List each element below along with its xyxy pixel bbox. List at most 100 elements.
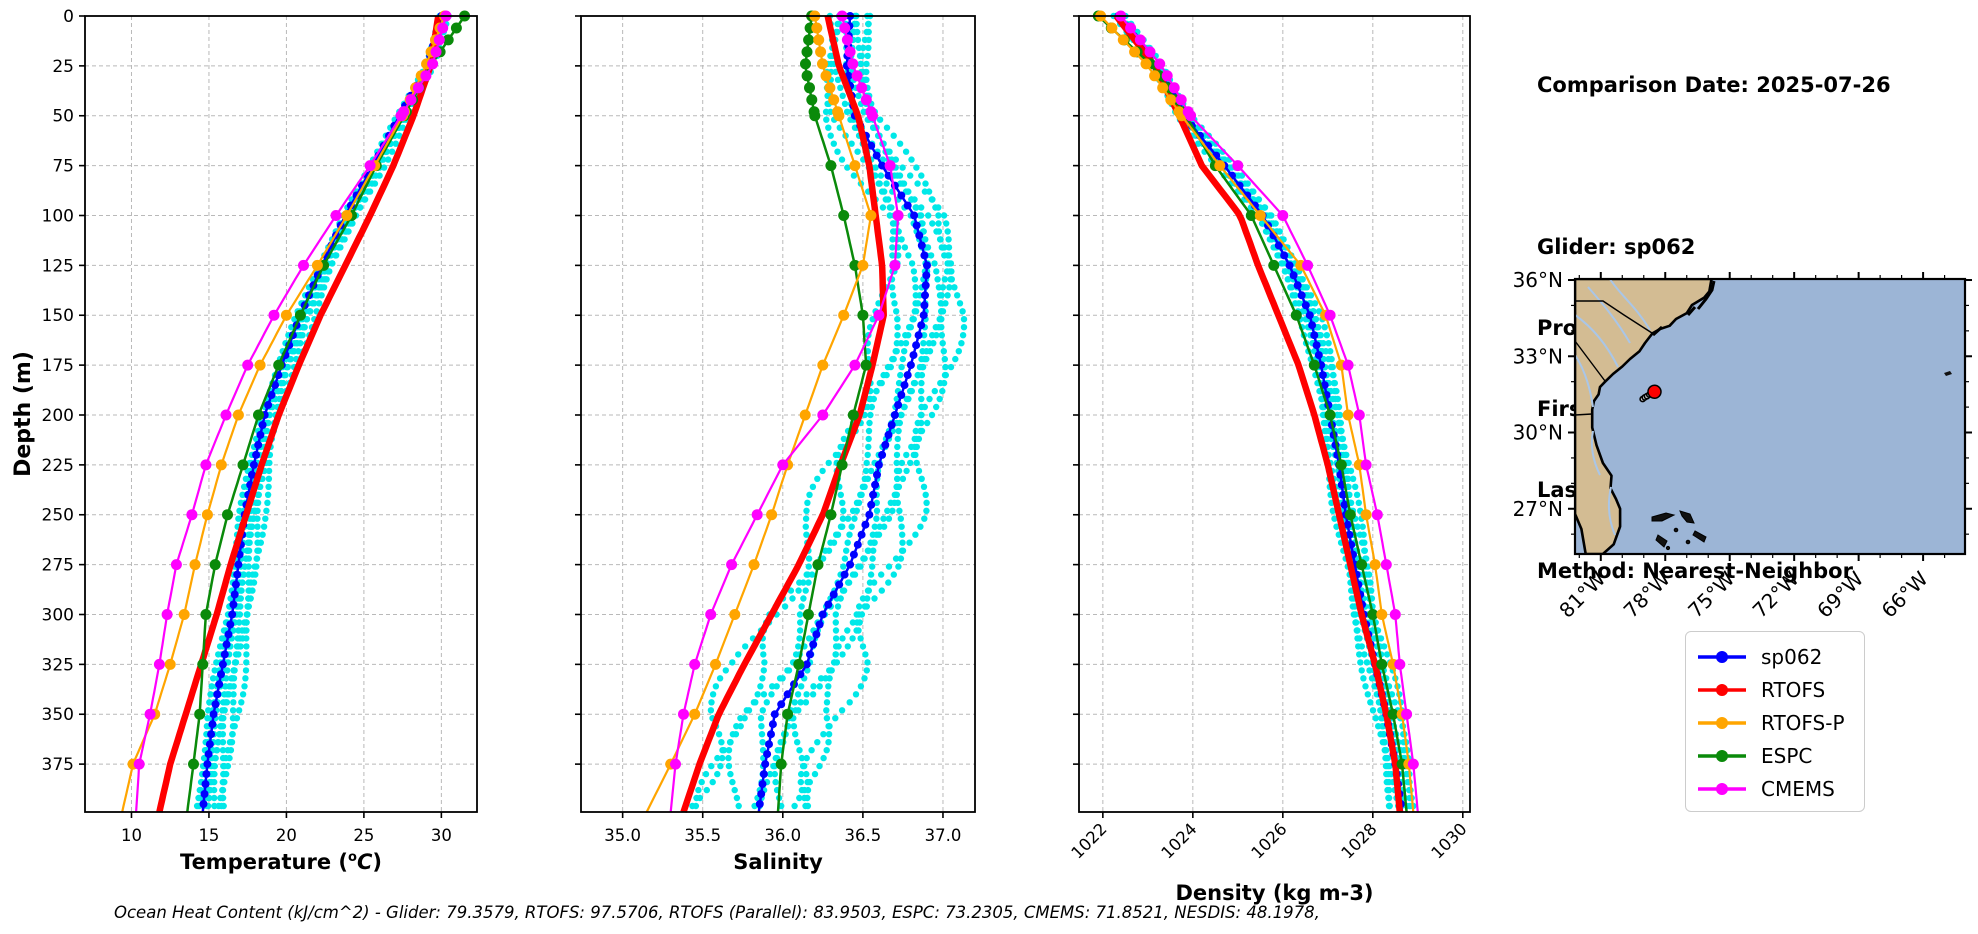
glider-scatter-dot xyxy=(1369,707,1377,714)
glider-scatter-dot xyxy=(889,252,896,259)
glider-scatter-dot xyxy=(905,252,912,259)
glider-scatter-dot xyxy=(918,395,925,403)
marker xyxy=(256,430,265,439)
legend: sp062 RTOFS RTOFS-P ESPC CMEMS xyxy=(1685,631,1865,812)
marker xyxy=(144,708,156,720)
glider-scatter-dot xyxy=(1261,204,1268,211)
glider-scatter-dot xyxy=(1403,770,1410,778)
marker xyxy=(849,160,861,172)
glider-scatter-dot xyxy=(385,156,392,163)
glider-scatter-dot xyxy=(743,707,750,714)
marker xyxy=(1389,609,1401,620)
glider-scatter-dot xyxy=(1320,340,1327,347)
glider-scatter-dot xyxy=(224,747,231,754)
marker xyxy=(201,509,213,521)
glider-scatter-dot xyxy=(759,643,766,650)
series-RTOFS xyxy=(1113,14,1404,813)
marker xyxy=(405,94,417,106)
glider-scatter-dot xyxy=(774,747,781,754)
glider-scatter-dot xyxy=(896,507,903,514)
glider-scatter-dot xyxy=(921,515,928,522)
glider-scatter-dot xyxy=(896,419,903,427)
glider-scatter-dot xyxy=(861,675,868,682)
glider-scatter-dot xyxy=(912,308,920,315)
glider-scatter-dot xyxy=(911,435,918,443)
marker xyxy=(341,210,353,221)
glider-scatter-dot xyxy=(255,547,262,554)
glider-scatter-dot xyxy=(254,507,261,514)
legend-line-espc xyxy=(1698,749,1746,762)
glider-scatter-dot xyxy=(1356,651,1363,658)
glider-scatter-dot xyxy=(935,212,942,219)
glider-scatter-dot xyxy=(1383,651,1391,658)
glider-scatter-dot xyxy=(914,180,921,187)
glider-scatter-dot xyxy=(849,571,857,578)
glider-scatter-dot xyxy=(761,659,768,666)
glider-scatter-dot xyxy=(924,244,932,251)
glider-scatter-dot xyxy=(759,675,766,682)
marker xyxy=(1318,371,1327,380)
glider-scatter-dot xyxy=(808,571,816,578)
glider-scatter-dot xyxy=(899,539,906,546)
glider-scatter-dot xyxy=(1327,348,1334,355)
glider-scatter-dot xyxy=(238,587,245,594)
glider-scatter-dot xyxy=(943,220,950,227)
glider-scatter-dot xyxy=(805,555,813,562)
glider-scatter-dot xyxy=(833,531,840,538)
glider-scatter-dot xyxy=(883,124,891,131)
glider-scatter-dot xyxy=(242,675,249,682)
glider-scatter-dot xyxy=(936,236,944,243)
glider-scatter-dot xyxy=(853,507,860,514)
glider-scatter-dot xyxy=(1349,603,1357,610)
marker xyxy=(161,609,173,620)
glider-scatter-dot xyxy=(899,547,907,554)
glider-scatter-dot xyxy=(837,595,844,602)
glider-scatter-dot xyxy=(1380,643,1388,650)
marker xyxy=(849,359,861,371)
marker xyxy=(1165,94,1177,106)
glider-scatter-dot xyxy=(329,260,336,267)
glider-scatter-dot xyxy=(823,707,830,714)
marker xyxy=(1285,261,1294,270)
glider-scatter-dot xyxy=(803,691,810,698)
marker xyxy=(857,259,869,271)
marker xyxy=(755,800,764,808)
marker xyxy=(689,708,701,720)
marker xyxy=(915,231,924,240)
marker xyxy=(242,359,254,371)
glider-scatter-dot xyxy=(894,499,901,506)
marker xyxy=(1301,301,1310,310)
marker xyxy=(922,271,931,280)
x-tick-label: 36.5 xyxy=(845,826,882,845)
marker xyxy=(254,359,266,371)
marker xyxy=(844,46,856,58)
glider-scatter-dot xyxy=(1354,627,1361,634)
glider-scatter-dot xyxy=(871,595,878,602)
glider-scatter-dot xyxy=(834,148,841,155)
marker xyxy=(1125,22,1137,34)
glider-scatter-dot xyxy=(883,180,890,187)
series-RTOFS-P xyxy=(1095,10,1415,813)
glider-scatter-dot xyxy=(863,68,870,76)
glider-scatter-dot xyxy=(918,475,925,482)
marker xyxy=(1367,609,1379,620)
glider-scatter-dot xyxy=(889,284,896,291)
glider-scatter-dot xyxy=(245,563,252,570)
glider-scatter-dot xyxy=(933,268,940,275)
marker xyxy=(860,94,872,106)
glider-scatter-dot xyxy=(855,499,863,506)
glider-scatter-dot xyxy=(841,555,849,562)
glider-scatter-dot xyxy=(933,403,940,411)
legend-item-rtofs: RTOFS xyxy=(1696,673,1864,706)
glider-scatter-dot xyxy=(715,731,723,738)
glider-scatter-dot xyxy=(1357,659,1364,666)
marker xyxy=(820,70,832,82)
glider-scatter-dot xyxy=(827,132,834,139)
glider-scatter-dot xyxy=(224,691,231,698)
glider-scatter-dot xyxy=(840,435,848,443)
glider-scatter-dot xyxy=(832,635,840,642)
glider-scatter-dot xyxy=(725,754,732,762)
glider-scatter-dot xyxy=(244,603,251,610)
glider-scatter-dot xyxy=(830,140,837,147)
glider-scatter-dot xyxy=(1364,691,1372,698)
